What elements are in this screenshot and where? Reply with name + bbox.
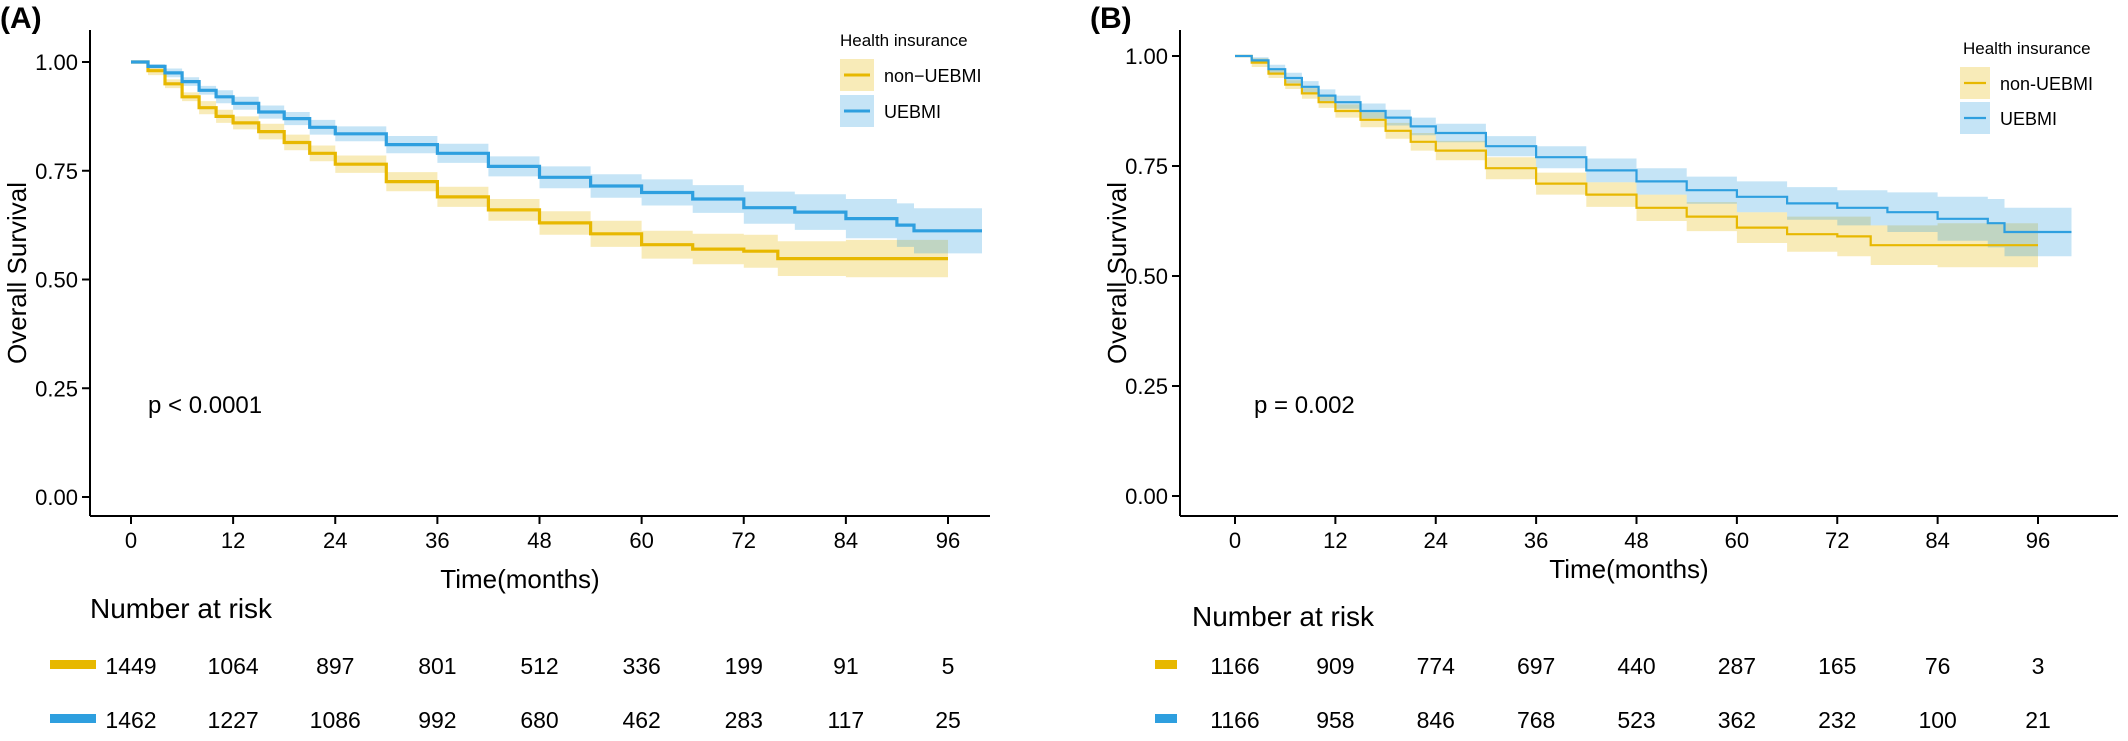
risk-count: 76: [1925, 653, 1951, 679]
x-tick-label: 96: [2026, 528, 2050, 553]
y-tick-label: 0.00: [1125, 484, 1168, 509]
risk-table-title: Number at risk: [90, 593, 273, 624]
survival-curve-non-uebmi: [1235, 54, 2038, 247]
risk-row-swatch: [1155, 714, 1177, 723]
y-tick-label: 1.00: [1125, 44, 1168, 69]
x-tick-label: 0: [1229, 528, 1241, 553]
p-value-annotation: p < 0.0001: [148, 392, 262, 419]
risk-count: 165: [1818, 653, 1856, 679]
y-tick-label: 0.50: [35, 268, 78, 293]
risk-count: 232: [1818, 707, 1856, 733]
survival-curve-uebmi: [131, 60, 982, 233]
risk-count: 801: [418, 653, 456, 679]
x-tick-label: 24: [1424, 528, 1448, 553]
x-tick-label: 96: [936, 528, 960, 553]
risk-count: 287: [1718, 653, 1756, 679]
x-tick-label: 48: [1624, 528, 1648, 553]
risk-count: 909: [1316, 653, 1354, 679]
risk-count: 512: [520, 653, 558, 679]
x-tick-label: 12: [1323, 528, 1347, 553]
risk-count: 3: [2032, 653, 2045, 679]
x-tick-label: 24: [323, 528, 347, 553]
panel-a: (A) 0 12 24 36 48 60 72 84 96 0.00 0.25 0.50 0.75 1.00…: [0, 2, 990, 733]
risk-count: 1166: [1210, 707, 1259, 733]
survival-curve-uebmi: [1235, 54, 2072, 234]
y-tick-label: 0.50: [1125, 264, 1168, 289]
risk-count: 25: [935, 707, 961, 733]
y-axis-label: Overall Survival: [1102, 182, 1132, 364]
x-tick-label: 60: [1725, 528, 1749, 553]
y-tick-label: 0.00: [35, 485, 78, 510]
risk-count: 958: [1316, 707, 1354, 733]
y-tick-label: 1.00: [35, 50, 78, 75]
risk-count: 774: [1417, 653, 1456, 679]
risk-count: 1064: [208, 653, 259, 679]
legend-item-label: non-UEBMI: [2000, 74, 2093, 94]
x-axis-label: Time(months): [440, 564, 599, 594]
x-tick-label: 0: [125, 528, 137, 553]
risk-count: 91: [833, 653, 859, 679]
risk-count: 21: [2025, 707, 2051, 733]
y-tick-label: 0.75: [35, 159, 78, 184]
legend-title: Health insurance: [840, 31, 968, 50]
risk-count: 897: [316, 653, 354, 679]
risk-count: 768: [1517, 707, 1555, 733]
x-tick-label: 36: [425, 528, 449, 553]
y-tick-label: 0.75: [1125, 154, 1168, 179]
ci-band-uebmi: [131, 62, 982, 254]
panel-label: (A): [0, 2, 42, 35]
risk-count: 1449: [105, 653, 156, 679]
risk-count: 336: [622, 653, 660, 679]
risk-count: 100: [1918, 707, 1956, 733]
x-tick-label: 72: [732, 528, 756, 553]
legend-item-label: non−UEBMI: [884, 66, 982, 86]
y-tick-label: 0.25: [1125, 374, 1168, 399]
x-axis-label: Time(months): [1549, 554, 1708, 584]
x-tick-label: 60: [629, 528, 653, 553]
risk-count: 5: [942, 653, 955, 679]
p-value-annotation: p = 0.002: [1254, 392, 1355, 419]
x-tick-label: 84: [834, 528, 858, 553]
risk-count: 440: [1617, 653, 1655, 679]
panel-b: (B) 0 12 24 36 48 60 72 84 96 0.00 0.25 0.50 0.75 1.00…: [1090, 2, 2118, 733]
risk-row-swatch: [50, 714, 96, 723]
ci-band-uebmi: [1235, 56, 2072, 257]
risk-table-title: Number at risk: [1192, 601, 1375, 632]
risk-count: 199: [725, 653, 763, 679]
x-tick-label: 12: [221, 528, 245, 553]
y-tick-label: 0.25: [35, 376, 78, 401]
risk-count: 283: [725, 707, 763, 733]
x-tick-label: 48: [527, 528, 551, 553]
legend-item-label: UEBMI: [2000, 109, 2057, 129]
survival-curve-non-uebmi: [131, 60, 948, 261]
risk-count: 1086: [310, 707, 361, 733]
y-axis-label: Overall Survival: [2, 182, 32, 364]
risk-count: 462: [622, 707, 660, 733]
x-tick-label: 36: [1524, 528, 1548, 553]
risk-count: 1227: [208, 707, 259, 733]
risk-count: 362: [1718, 707, 1756, 733]
x-tick-label: 84: [1925, 528, 1949, 553]
risk-count: 523: [1617, 707, 1655, 733]
risk-count: 697: [1517, 653, 1555, 679]
risk-count: 992: [418, 707, 456, 733]
legend-title: Health insurance: [1963, 39, 2091, 58]
risk-count: 846: [1417, 707, 1455, 733]
risk-count: 680: [520, 707, 558, 733]
risk-row-swatch: [1155, 660, 1177, 669]
legend-item-label: UEBMI: [884, 102, 941, 122]
risk-row-swatch: [50, 660, 96, 669]
risk-count: 117: [828, 707, 865, 733]
risk-count: 1462: [105, 707, 156, 733]
ci-band-non-uebmi: [131, 62, 948, 278]
panel-label: (B): [1090, 2, 1132, 35]
x-tick-label: 72: [1825, 528, 1849, 553]
risk-count: 1166: [1210, 653, 1259, 679]
